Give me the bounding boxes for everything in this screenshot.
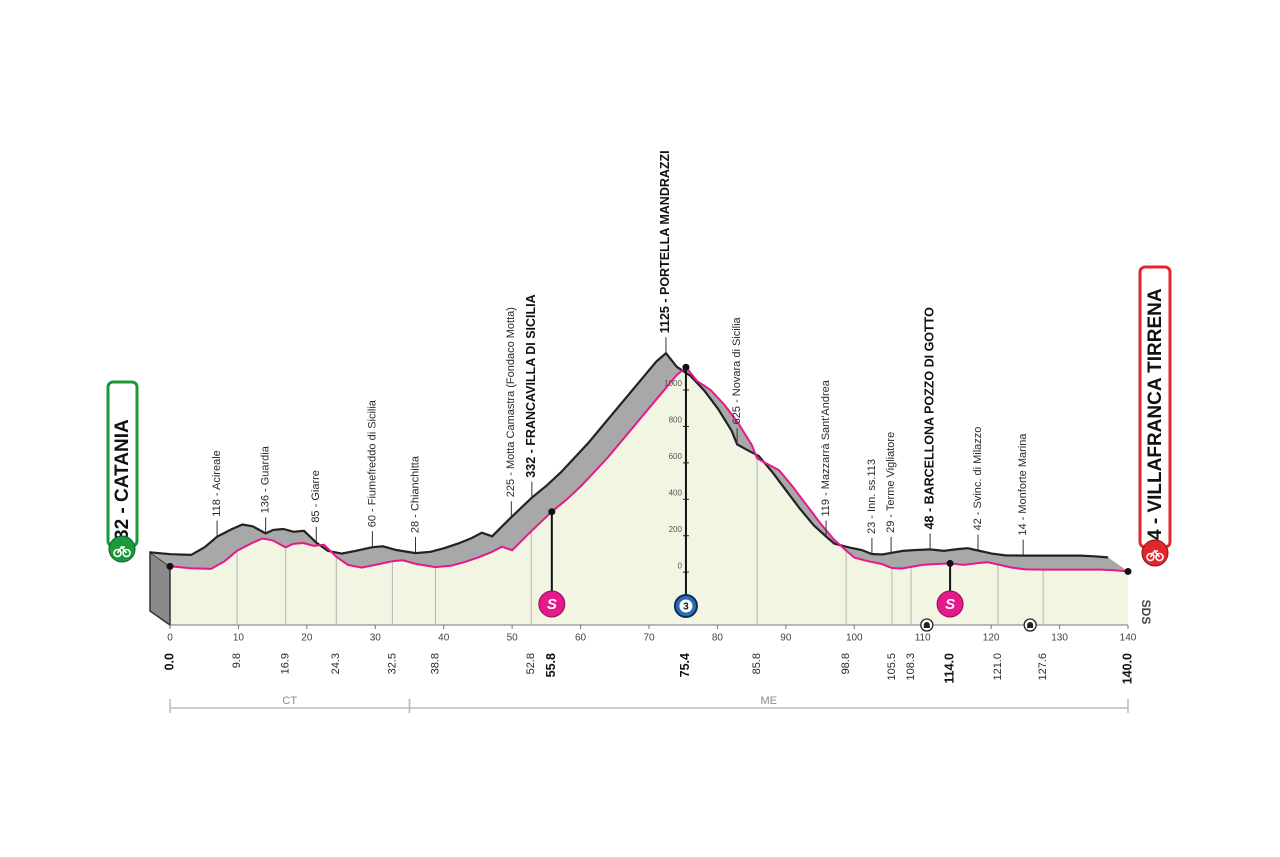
km-label: 24.3 [330, 653, 342, 674]
province-label: ME [761, 695, 778, 707]
x-tick-label: 100 [846, 633, 863, 644]
x-tick-label: 60 [575, 633, 587, 644]
y-tick-label: 1000 [664, 379, 682, 388]
y-tick-label: 800 [669, 416, 683, 425]
x-tick-label: 30 [370, 633, 382, 644]
waypoint-dot [946, 559, 954, 567]
km-label: 55.8 [544, 653, 558, 677]
x-tick-label: 10 [233, 633, 245, 644]
sprint-label: S [547, 596, 557, 613]
waypoint-label: 60 - Fiumefreddo di Sicilia [366, 399, 378, 527]
kom-inner [679, 599, 693, 613]
waypoint-dot [548, 508, 556, 516]
waypoint-label: 225 - Motta Camastra (Fondaco Motta) [505, 307, 517, 497]
place-dot [166, 562, 174, 570]
km-label: 114.0 [942, 653, 956, 684]
km-label: 121.0 [992, 653, 1004, 681]
province-label: CT [282, 695, 297, 707]
y-tick-label: 600 [669, 452, 683, 461]
waypoint-dot [682, 363, 690, 371]
kom-label: 3 [683, 602, 689, 613]
bike-icon [113, 545, 131, 558]
km-label: 127.6 [1037, 653, 1049, 681]
bike-icon [1146, 549, 1164, 562]
profile-edge [149, 351, 1109, 559]
sprint-icon [936, 590, 964, 618]
km-label: 0.0 [162, 653, 176, 670]
finish-label: 4 - VILLAFRANCA TIRRENA [1145, 288, 1166, 540]
km-label: 108.3 [905, 653, 917, 681]
x-tick-label: 130 [1051, 633, 1068, 644]
x-tick-label: 140 [1120, 633, 1137, 644]
finish-icon [1141, 539, 1169, 567]
km-label: 140.0 [1120, 653, 1134, 684]
elevation-line [169, 365, 1129, 573]
km-label: 32.5 [386, 653, 398, 674]
y-tick-label: 400 [669, 488, 683, 497]
km-label: 98.8 [840, 653, 852, 674]
km-label: 75.4 [678, 653, 692, 677]
tunnel-arch [923, 622, 930, 628]
waypoint-label: 42 - Svinc. di Milazzo [972, 427, 984, 531]
waypoint-label: 85 - Giarre [310, 470, 322, 523]
x-tick-label: 50 [507, 633, 519, 644]
tunnel-arch [1027, 622, 1034, 628]
x-tick-label: 20 [301, 633, 313, 644]
x-tick-label: 120 [983, 633, 1000, 644]
waypoint-label: 119 - Mazzarrà Sant'Andrea [820, 379, 832, 516]
waypoint-label: 332 - FRANCAVILLA DI SICILIA [524, 294, 538, 477]
waypoint-label: 136 - Guardia [260, 445, 272, 513]
start-icon [108, 535, 136, 563]
sprint-label: S [945, 596, 955, 613]
sprint-icon [538, 590, 566, 618]
x-tick-label: 110 [915, 633, 931, 644]
start-label: 32 - CATANIA [112, 419, 133, 540]
waypoint-label: 29 - Terme Vigliatore [885, 432, 897, 533]
y-tick-label: 0 [677, 561, 682, 570]
km-label: 85.8 [751, 653, 763, 674]
waypoint-label: 48 - BARCELLONA POZZO DI GOTTO [922, 307, 936, 530]
waypoint-label: 28 - Chianchitta [409, 455, 421, 533]
km-label: 105.5 [886, 653, 898, 681]
x-tick-label: 70 [643, 633, 655, 644]
km-label: 52.8 [525, 653, 537, 674]
waypoint-label: 1125 - PORTELLA MANDRAZZI [658, 150, 672, 333]
waypoint-label: 625 - Novara di Sicilia [731, 316, 743, 424]
x-tick-label: 80 [712, 633, 724, 644]
km-label: 16.9 [280, 653, 292, 674]
x-tick-label: 40 [438, 633, 450, 644]
y-tick-label: 200 [669, 525, 683, 534]
place-dot [1124, 567, 1132, 575]
waypoint-label: 118 - Acireale [211, 450, 223, 516]
km-label: 9.8 [231, 653, 243, 668]
waypoint-label: 23 - Inn. ss.113 [866, 459, 878, 534]
x-tick-label: 0 [167, 633, 173, 644]
waypoint-label: 14 - Monforte Marina [1017, 433, 1029, 536]
profile-band [150, 353, 1128, 572]
logo: SDS [1139, 600, 1153, 625]
x-tick-label: 90 [780, 633, 792, 644]
km-label: 38.8 [429, 653, 441, 674]
profile-fill [170, 367, 1128, 625]
